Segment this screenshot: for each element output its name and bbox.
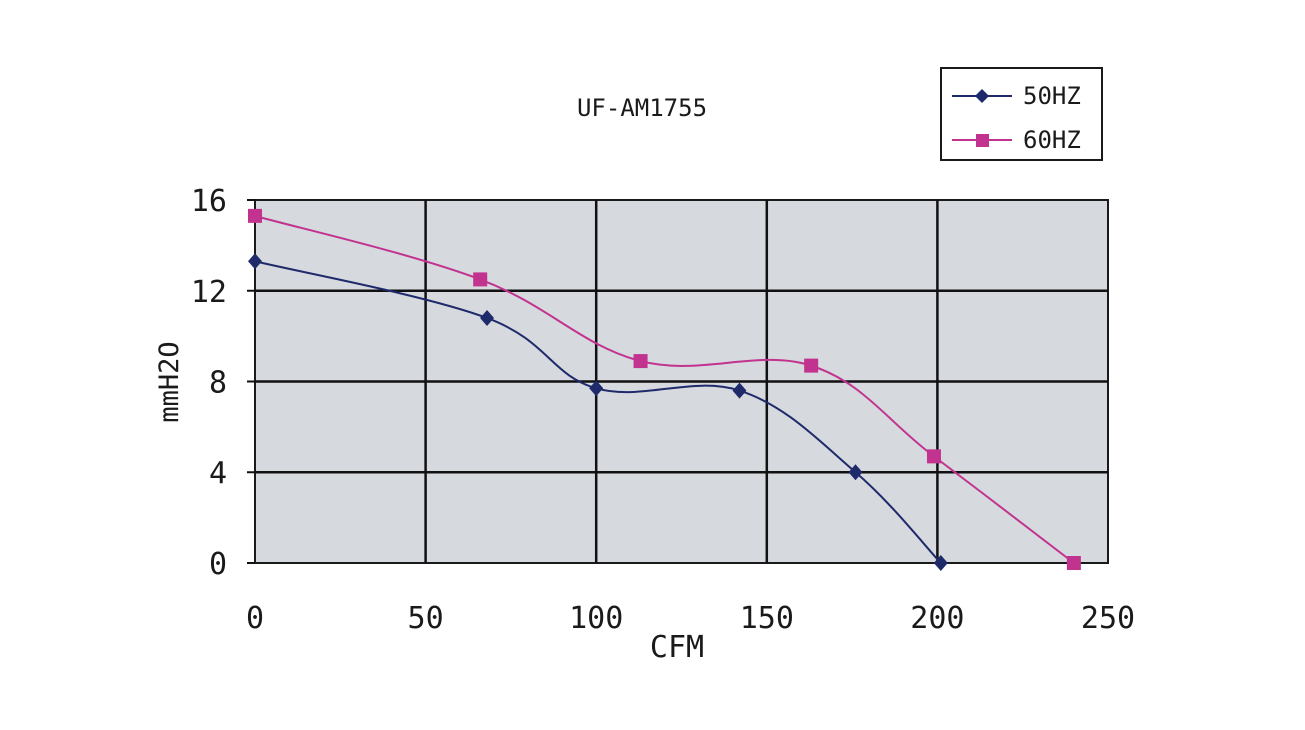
data-point-50hz [248, 253, 262, 270]
y-axis-label: mmH2O [154, 341, 185, 422]
data-point-60hz [804, 358, 819, 373]
x-tick-label: 100 [569, 601, 623, 636]
legend-marker-50hz [975, 89, 989, 103]
data-point-50hz [848, 464, 863, 481]
x-tick-label: 50 [408, 601, 444, 636]
data-point-60hz [248, 208, 262, 223]
series-layer [248, 208, 1081, 571]
x-tick-label: 150 [740, 601, 794, 636]
legend-marker-60hz [976, 134, 989, 147]
data-point-60hz [633, 354, 648, 369]
legend-label-50hz: 50HZ [1023, 82, 1081, 110]
data-point-50hz [732, 382, 747, 399]
data-point-50hz [589, 380, 604, 397]
data-point-50hz [480, 309, 495, 326]
data-point-60hz [1066, 556, 1081, 570]
grid-lines [255, 200, 1108, 563]
tick-labels: 0 50 100 150 200 250 0 4 8 12 16 [191, 184, 1135, 636]
y-tick-label: 4 [209, 456, 227, 491]
y-tick-label: 8 [209, 366, 227, 401]
y-tick-label: 12 [191, 275, 227, 310]
data-point-50hz [933, 555, 948, 571]
legend: 50HZ 60HZ [940, 67, 1103, 161]
y-tick-label: 0 [209, 547, 227, 582]
legend-box [940, 67, 1103, 161]
series-line-60hz [254, 214, 1075, 564]
data-point-60hz [473, 272, 488, 287]
data-point-60hz [926, 449, 941, 464]
chart-title: UF-AM1755 [577, 94, 707, 122]
x-axis-label: CFM [650, 630, 704, 665]
legend-label-60hz: 60HZ [1023, 126, 1081, 154]
x-tick-label: 200 [910, 601, 964, 636]
x-tick-label: 250 [1081, 601, 1135, 636]
y-tick-label: 16 [191, 184, 227, 219]
x-tick-label: 0 [246, 601, 264, 636]
